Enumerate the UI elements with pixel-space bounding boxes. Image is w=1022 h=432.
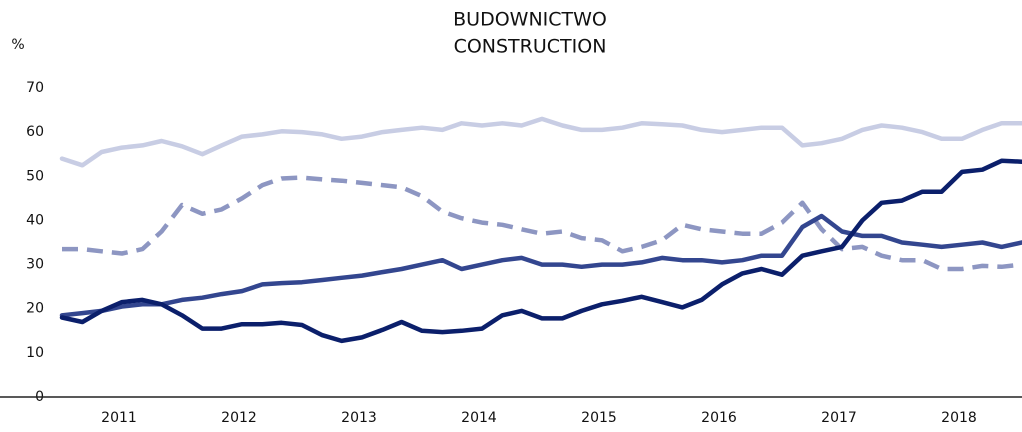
chart-title: CONSTRUCTION: [454, 36, 607, 58]
x-tick-label: 2018: [941, 410, 977, 426]
chart-title: BUDOWNICTWO: [453, 9, 607, 31]
series-line: [59, 116, 1022, 168]
y-tick-label: 30: [26, 257, 44, 273]
series-line: [59, 158, 1022, 344]
series-line: [59, 213, 1022, 318]
y-tick-label: 60: [26, 124, 44, 140]
x-tick-label: 2011: [101, 410, 137, 426]
x-tick-label: 2016: [701, 410, 737, 426]
y-tick-label: 10: [26, 345, 44, 361]
x-tick-label: 2012: [221, 410, 257, 426]
y-tick-label: 20: [26, 301, 44, 317]
y-tick-label: 40: [26, 212, 44, 228]
x-tick-label: 2014: [461, 410, 497, 426]
x-tick-label: 2017: [821, 410, 857, 426]
x-tick-label: 2015: [581, 410, 617, 426]
series-line: [62, 175, 1022, 272]
y-tick-label: 70: [26, 80, 44, 96]
x-tick-label: 2013: [341, 410, 377, 426]
y-axis-label: %: [11, 37, 24, 53]
y-tick-label: 50: [26, 168, 44, 184]
